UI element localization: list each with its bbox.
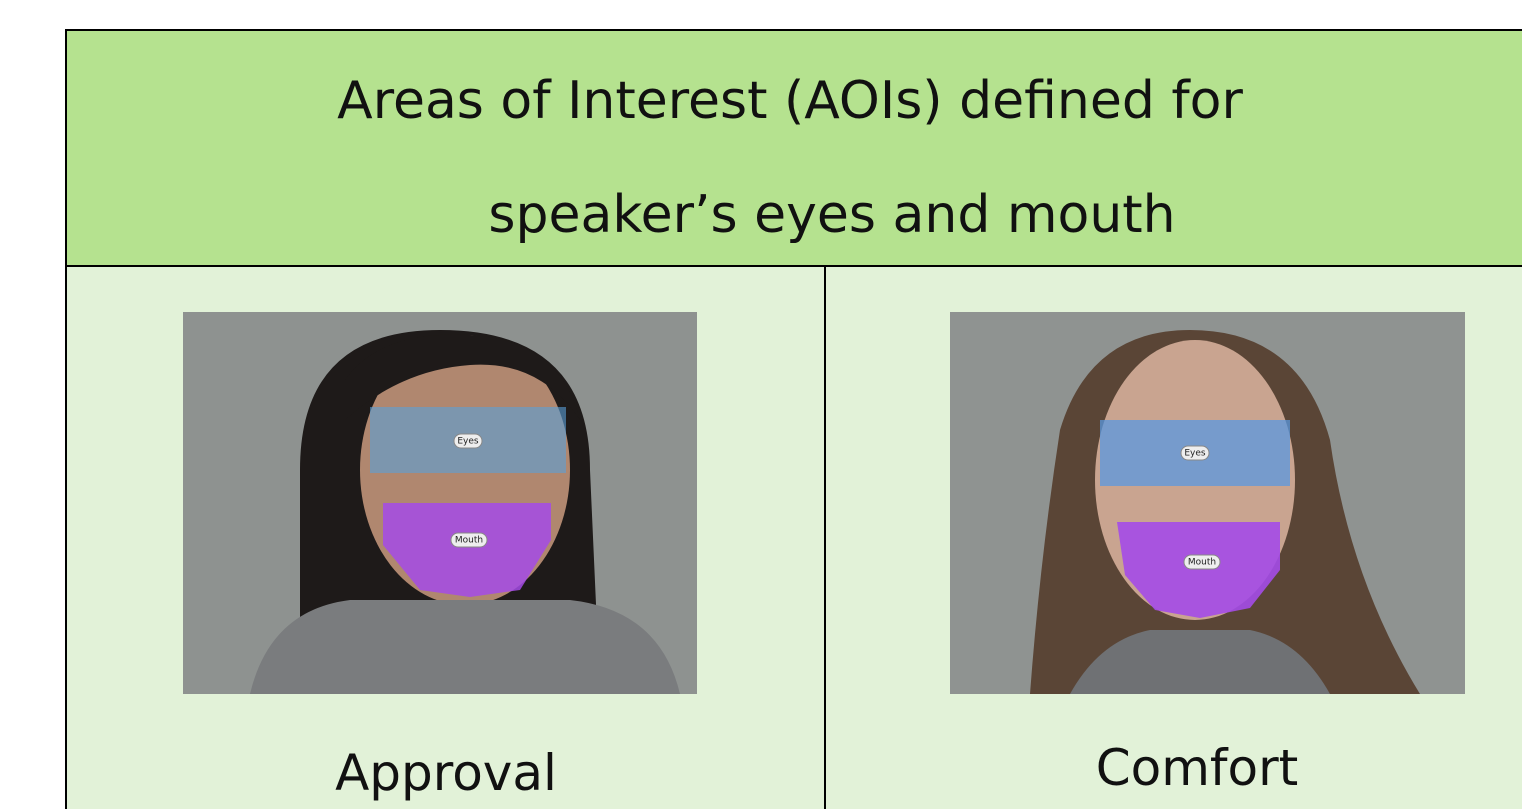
aoi-label: Mouth (1188, 558, 1216, 568)
slide: Areas of Interest (AOIs) defined for spe… (0, 0, 1522, 809)
title-line: speaker’s eyes and mouth (488, 185, 1175, 245)
photo-approval: Eyes Mouth (183, 312, 697, 694)
aoi-label: Eyes (457, 437, 479, 447)
caption: Approval (335, 744, 557, 802)
aoi-label: Mouth (455, 536, 483, 546)
caption: Comfort (1096, 739, 1299, 797)
title-line: Areas of Interest (AOIs) defined for (337, 71, 1243, 131)
photo-comfort: Eyes Mouth (950, 312, 1465, 694)
aoi-label: Eyes (1184, 449, 1206, 459)
